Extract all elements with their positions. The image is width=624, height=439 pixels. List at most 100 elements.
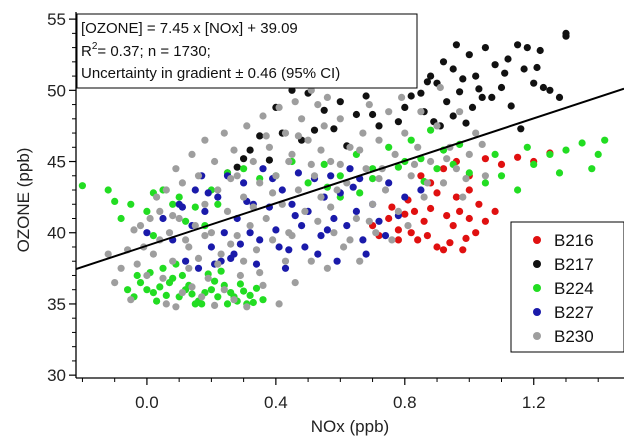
data-point (349, 183, 357, 191)
data-point (327, 157, 335, 166)
data-point (401, 103, 409, 111)
legend-label: B216 (554, 231, 594, 250)
data-point (130, 226, 138, 234)
data-point (281, 257, 290, 265)
data-point (359, 236, 367, 244)
data-point (246, 146, 254, 154)
data-point (601, 136, 609, 144)
data-point (194, 264, 203, 272)
data-point (240, 179, 248, 187)
data-point (304, 179, 312, 187)
axes (75, 12, 624, 379)
data-point (385, 108, 393, 116)
data-point (439, 246, 448, 254)
data-point (236, 271, 244, 280)
data-point (220, 286, 228, 294)
data-point (330, 229, 338, 237)
data-point (394, 207, 402, 215)
data-point (385, 179, 393, 187)
data-point (404, 222, 412, 230)
data-point (530, 79, 538, 87)
legend-label: B224 (554, 279, 594, 298)
data-point (136, 279, 145, 287)
data-point (369, 175, 377, 183)
data-point (162, 300, 170, 308)
data-point (127, 200, 135, 208)
data-point (514, 41, 522, 49)
data-point (252, 246, 261, 254)
data-point (423, 179, 431, 187)
data-point (410, 207, 419, 215)
data-point (452, 165, 460, 173)
data-point (594, 150, 602, 158)
data-point (443, 98, 451, 106)
data-point (352, 207, 360, 215)
data-point (320, 106, 328, 114)
data-point (365, 101, 373, 109)
data-point (417, 108, 425, 116)
data-point (220, 229, 228, 237)
data-point (204, 274, 212, 282)
data-point (111, 279, 119, 287)
data-point (143, 229, 151, 237)
data-point (194, 172, 203, 180)
data-point (230, 296, 238, 304)
data-point (178, 179, 186, 187)
data-point (256, 269, 264, 277)
data-point (459, 75, 467, 83)
data-point (281, 129, 290, 137)
data-point (407, 92, 415, 100)
data-point (194, 254, 203, 262)
data-point (207, 286, 215, 294)
data-point (362, 250, 370, 258)
data-point (233, 163, 241, 171)
data-point (468, 103, 477, 111)
data-point (227, 175, 235, 183)
annotation-line-2-rest: = 0.37; n = 1730; (97, 43, 210, 60)
data-point (456, 108, 464, 116)
data-point (523, 44, 531, 52)
data-point (169, 200, 177, 208)
y-tick-label: 55 (47, 10, 66, 29)
data-point (439, 179, 448, 187)
data-point (298, 115, 306, 123)
data-point (201, 200, 209, 208)
data-point (381, 186, 390, 194)
data-point (333, 257, 341, 265)
data-point (530, 160, 538, 168)
data-point (246, 222, 254, 230)
data-point (285, 157, 293, 166)
data-point (443, 155, 451, 163)
data-point (243, 303, 251, 311)
data-point (497, 160, 506, 168)
legend-marker (533, 308, 541, 316)
data-point (420, 217, 428, 225)
y-axis-title: OZONE (ppb) (14, 148, 33, 253)
data-point (149, 232, 157, 240)
data-point (394, 163, 402, 171)
data-point (156, 207, 164, 215)
data-point (475, 85, 483, 93)
data-point (146, 214, 154, 223)
data-point (365, 217, 373, 225)
data-point (178, 203, 186, 211)
data-point (249, 298, 257, 307)
y-tick-label: 45 (47, 153, 66, 172)
data-point (352, 110, 360, 119)
axis-ticks: 0.0 0.4 0.8 1.2 30 35 40 45 50 55 (47, 10, 599, 412)
data-point (117, 264, 125, 272)
x-tick-label: 0.0 (135, 393, 159, 412)
data-point (456, 207, 464, 215)
data-point (188, 283, 196, 291)
data-point (433, 243, 441, 251)
data-point (165, 279, 174, 287)
data-point (252, 260, 261, 268)
data-point (259, 296, 267, 304)
data-point (459, 193, 467, 201)
data-point (143, 207, 151, 215)
data-point (178, 289, 186, 297)
data-point (327, 172, 335, 180)
data-point (236, 280, 244, 288)
data-point (362, 92, 370, 100)
